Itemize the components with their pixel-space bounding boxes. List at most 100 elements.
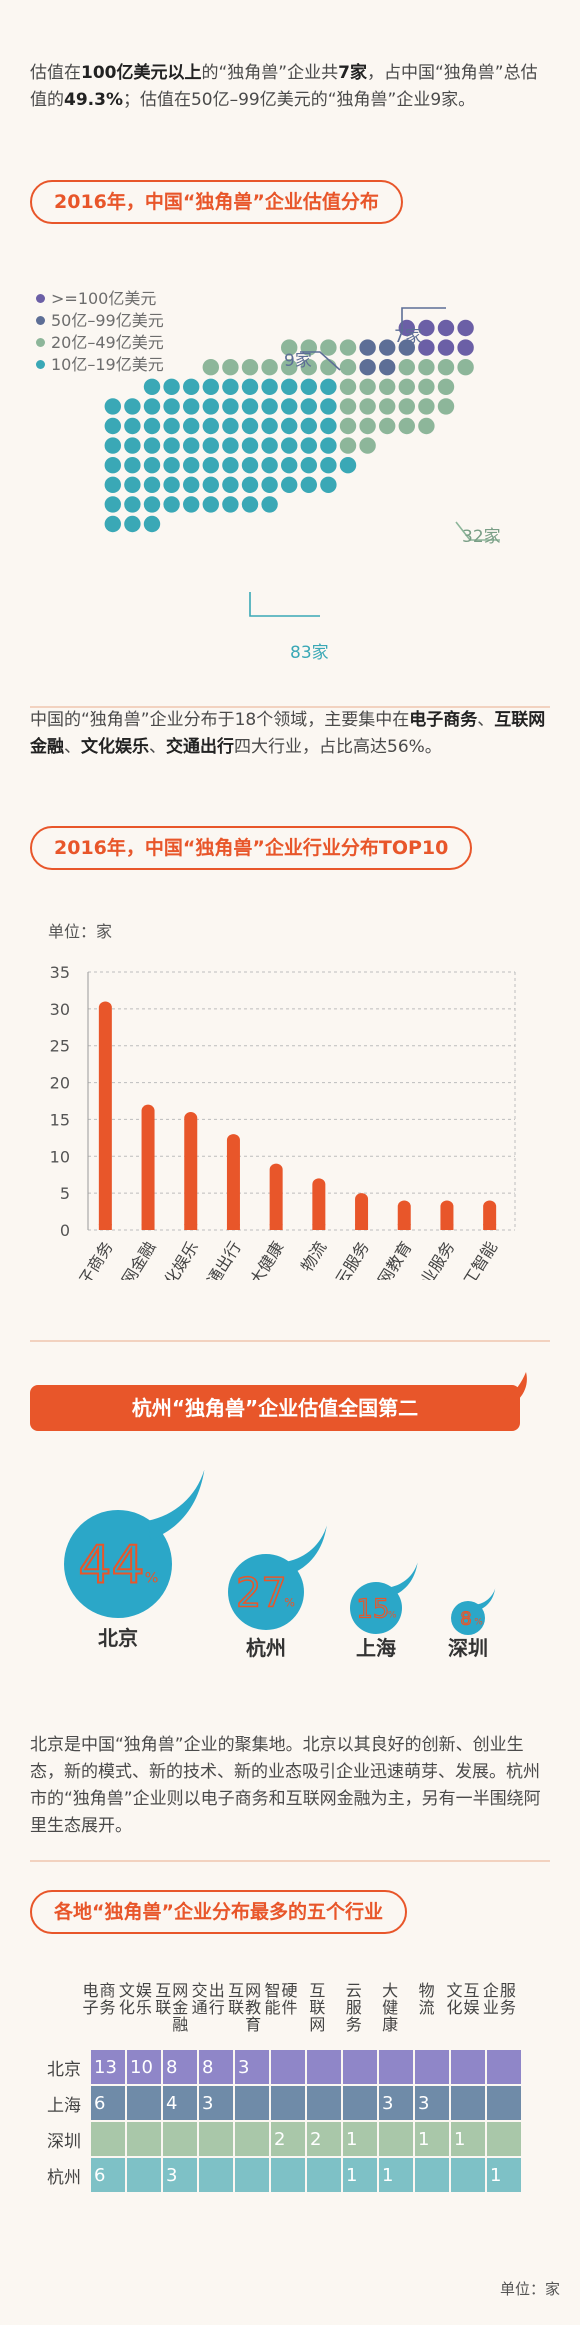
valuation-dot <box>163 437 180 454</box>
table-cell <box>487 2122 521 2156</box>
valuation-dot <box>300 378 317 395</box>
valuation-dot <box>104 496 122 513</box>
table-cell <box>415 2050 449 2084</box>
intro-text: ；估值在50亿–99亿美元的“独角兽”企业9家。 <box>122 90 476 110</box>
table-cell <box>379 2050 413 2084</box>
table-cell <box>235 2086 269 2120</box>
valuation-dot <box>163 417 180 435</box>
valuation-dot <box>339 378 357 395</box>
table-cell <box>271 2086 305 2120</box>
header-text: 服 务 <box>499 1981 516 2017</box>
legend-label: 10亿–19亿美元 <box>51 355 164 374</box>
valuation-dot <box>457 339 474 356</box>
table-cell <box>307 2086 341 2120</box>
table-row: 深圳 2 2 1 1 1 <box>22 2122 521 2156</box>
valuation-dot-chart <box>104 307 500 617</box>
bar <box>184 1112 198 1230</box>
valuation-dot <box>398 339 415 356</box>
valuation-dot <box>398 398 415 415</box>
valuation-dot <box>124 437 141 454</box>
para-text: 四大行业，占比高达56%。 <box>234 737 442 757</box>
valuation-dot <box>320 398 337 415</box>
valuation-dot <box>143 457 161 474</box>
section2-paragraph: 中国的“独角兽”企业分布于18个领域，主要集中在电子商务、互联网金融、文化娱乐、… <box>30 707 550 761</box>
table-cell <box>451 2158 485 2192</box>
para-text: 中国的“独角兽”企业分布于18个领域，主要集中在 <box>30 710 410 730</box>
bar <box>226 1134 240 1230</box>
bar-base <box>312 1224 326 1230</box>
valuation-dot <box>359 398 376 415</box>
valuation-dot <box>183 457 200 474</box>
table-cell <box>451 2050 485 2084</box>
header-text: 互 联 网 <box>309 1981 326 2034</box>
valuation-dot <box>222 417 239 435</box>
valuation-dot <box>359 437 376 454</box>
chart-unit-label: 单位：家 <box>48 922 113 941</box>
y-tick-label: 5 <box>60 1184 70 1203</box>
city-bubble: 8% <box>451 1588 496 1635</box>
table-cell <box>307 2158 341 2192</box>
valuation-dot <box>104 457 122 474</box>
table-cell <box>199 2122 233 2156</box>
valuation-dot <box>437 339 455 356</box>
banner-tail-icon <box>490 1372 527 1406</box>
valuation-dot <box>418 359 435 376</box>
bubble-tail-icon <box>286 1525 327 1575</box>
legend-dot-icon <box>36 294 45 303</box>
header-text: 物 流 <box>418 1981 435 2017</box>
bubble-tail-icon <box>477 1588 496 1611</box>
table-cell <box>235 2158 269 2192</box>
bubble-percent-sign: % <box>474 1617 483 1627</box>
valuation-dot <box>281 398 298 415</box>
header-text: 大 健 康 <box>382 1981 399 2034</box>
table-cell: 1 <box>343 2158 377 2192</box>
header-text: 文 化 <box>118 1981 135 2017</box>
table-cell <box>343 2086 377 2120</box>
header-text: 云 服 务 <box>345 1981 362 2034</box>
table-cell <box>271 2050 305 2084</box>
valuation-dot <box>320 378 337 395</box>
grid-column-header: 电 子商 务 <box>82 1982 116 2016</box>
valuation-dot <box>320 417 337 435</box>
valuation-dot <box>183 476 200 493</box>
valuation-dot <box>300 437 317 454</box>
header-text: 出 行 <box>208 1981 225 2017</box>
valuation-dot <box>320 339 337 356</box>
table-cell: 3 <box>235 2050 269 2084</box>
x-tick-label: 物流 <box>297 1238 330 1275</box>
valuation-dot <box>143 417 161 435</box>
header-text: 互 联 <box>228 1981 245 2017</box>
valuation-dot <box>281 417 298 435</box>
valuation-dot <box>437 378 455 395</box>
table-cell <box>127 2086 161 2120</box>
valuation-dot <box>163 496 180 513</box>
table-cell <box>379 2122 413 2156</box>
table-cell <box>199 2158 233 2192</box>
table-row: 北京 13 10 8 8 3 <box>22 2050 521 2084</box>
valuation-dot <box>143 515 161 533</box>
grid-column-header: 企 业服 务 <box>482 1982 516 2016</box>
bubble-percent: 27 <box>236 1570 287 1616</box>
section3-paragraph: 北京是中国“独角兽”企业的聚集地。北京以其良好的创新、创业生态，新的模式、新的技… <box>30 1735 541 1836</box>
valuation-dot <box>359 417 376 435</box>
valuation-dot <box>163 398 180 415</box>
valuation-dot <box>124 457 141 474</box>
legend-item: >=100亿美元 <box>36 288 156 310</box>
table-cell <box>163 2122 197 2156</box>
valuation-dot <box>183 378 200 395</box>
grid-column-header: 智 能硬 件 <box>264 1982 298 2016</box>
bar <box>483 1200 497 1230</box>
legend-item: 20亿–49亿美元 <box>36 332 164 354</box>
valuation-dot <box>339 359 357 376</box>
grid-column-header: 互 联 网 <box>300 1982 334 2033</box>
valuation-dot <box>339 339 357 356</box>
grid-column-header: 互 联网 金 融 <box>155 1982 189 2033</box>
bar-base <box>226 1224 240 1230</box>
intro-bold: 7家 <box>338 63 367 83</box>
table-cell <box>451 2086 485 2120</box>
header-text: 企 业 <box>482 1981 499 2017</box>
header-text: 交 通 <box>191 1981 208 2017</box>
para-text: 、 <box>149 737 166 757</box>
valuation-dot <box>124 476 141 493</box>
leader-line <box>300 351 341 371</box>
